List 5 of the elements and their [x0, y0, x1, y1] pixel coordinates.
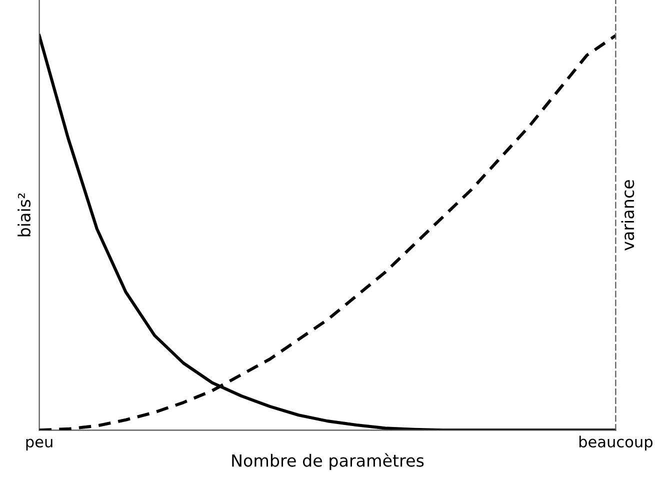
x-tick-label: peu [26, 438, 52, 450]
x-axis-title: Nombre de paramètres [232, 453, 424, 470]
x-tick-label: beaucoup [579, 436, 652, 450]
y2-axis-title: variance [621, 180, 634, 250]
y-axis-title: biais² [18, 193, 31, 236]
